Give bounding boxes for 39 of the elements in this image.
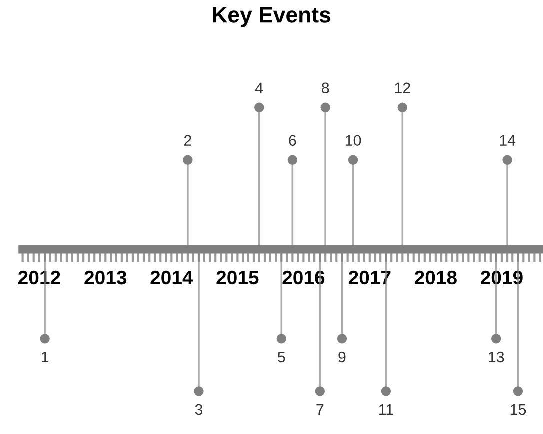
point [320,102,330,113]
x-tick-label: 2018 [414,270,457,285]
point [183,155,193,166]
x-tick-label: 2017 [348,270,391,285]
point [276,334,286,344]
point [513,386,524,396]
point [337,334,348,344]
annotation: 14 [500,135,516,146]
annotation: 6 [289,135,296,146]
annotation: 10 [346,135,362,146]
annotation: 11 [379,404,394,416]
x-tick-label: 2019 [480,270,523,285]
annotation: 2 [184,135,192,146]
x-tick-label: 2015 [216,270,259,285]
point [398,102,408,113]
annotation: 4 [255,82,264,94]
annotation: 15 [510,404,526,416]
annotation: 8 [322,82,330,94]
x-tick-label: 2013 [84,270,127,285]
annotation: 7 [316,404,324,416]
chart-title: Key Events [213,7,330,28]
point [40,334,50,344]
point [194,386,204,396]
annotation: 1 [42,352,49,363]
annotation: 13 [489,352,504,363]
point [502,155,512,166]
x-tick-label: 2016 [282,270,325,285]
annotation: 3 [195,404,203,416]
point [348,155,358,166]
point [315,386,326,396]
annotation: 12 [395,82,410,94]
point [254,102,264,113]
annotation: 5 [278,352,286,363]
point [288,155,298,166]
x-tick-label: 2012 [18,270,60,285]
x-tick-label: 2014 [150,270,194,285]
point [381,386,392,396]
point [491,334,502,344]
annotation: 9 [338,352,346,363]
